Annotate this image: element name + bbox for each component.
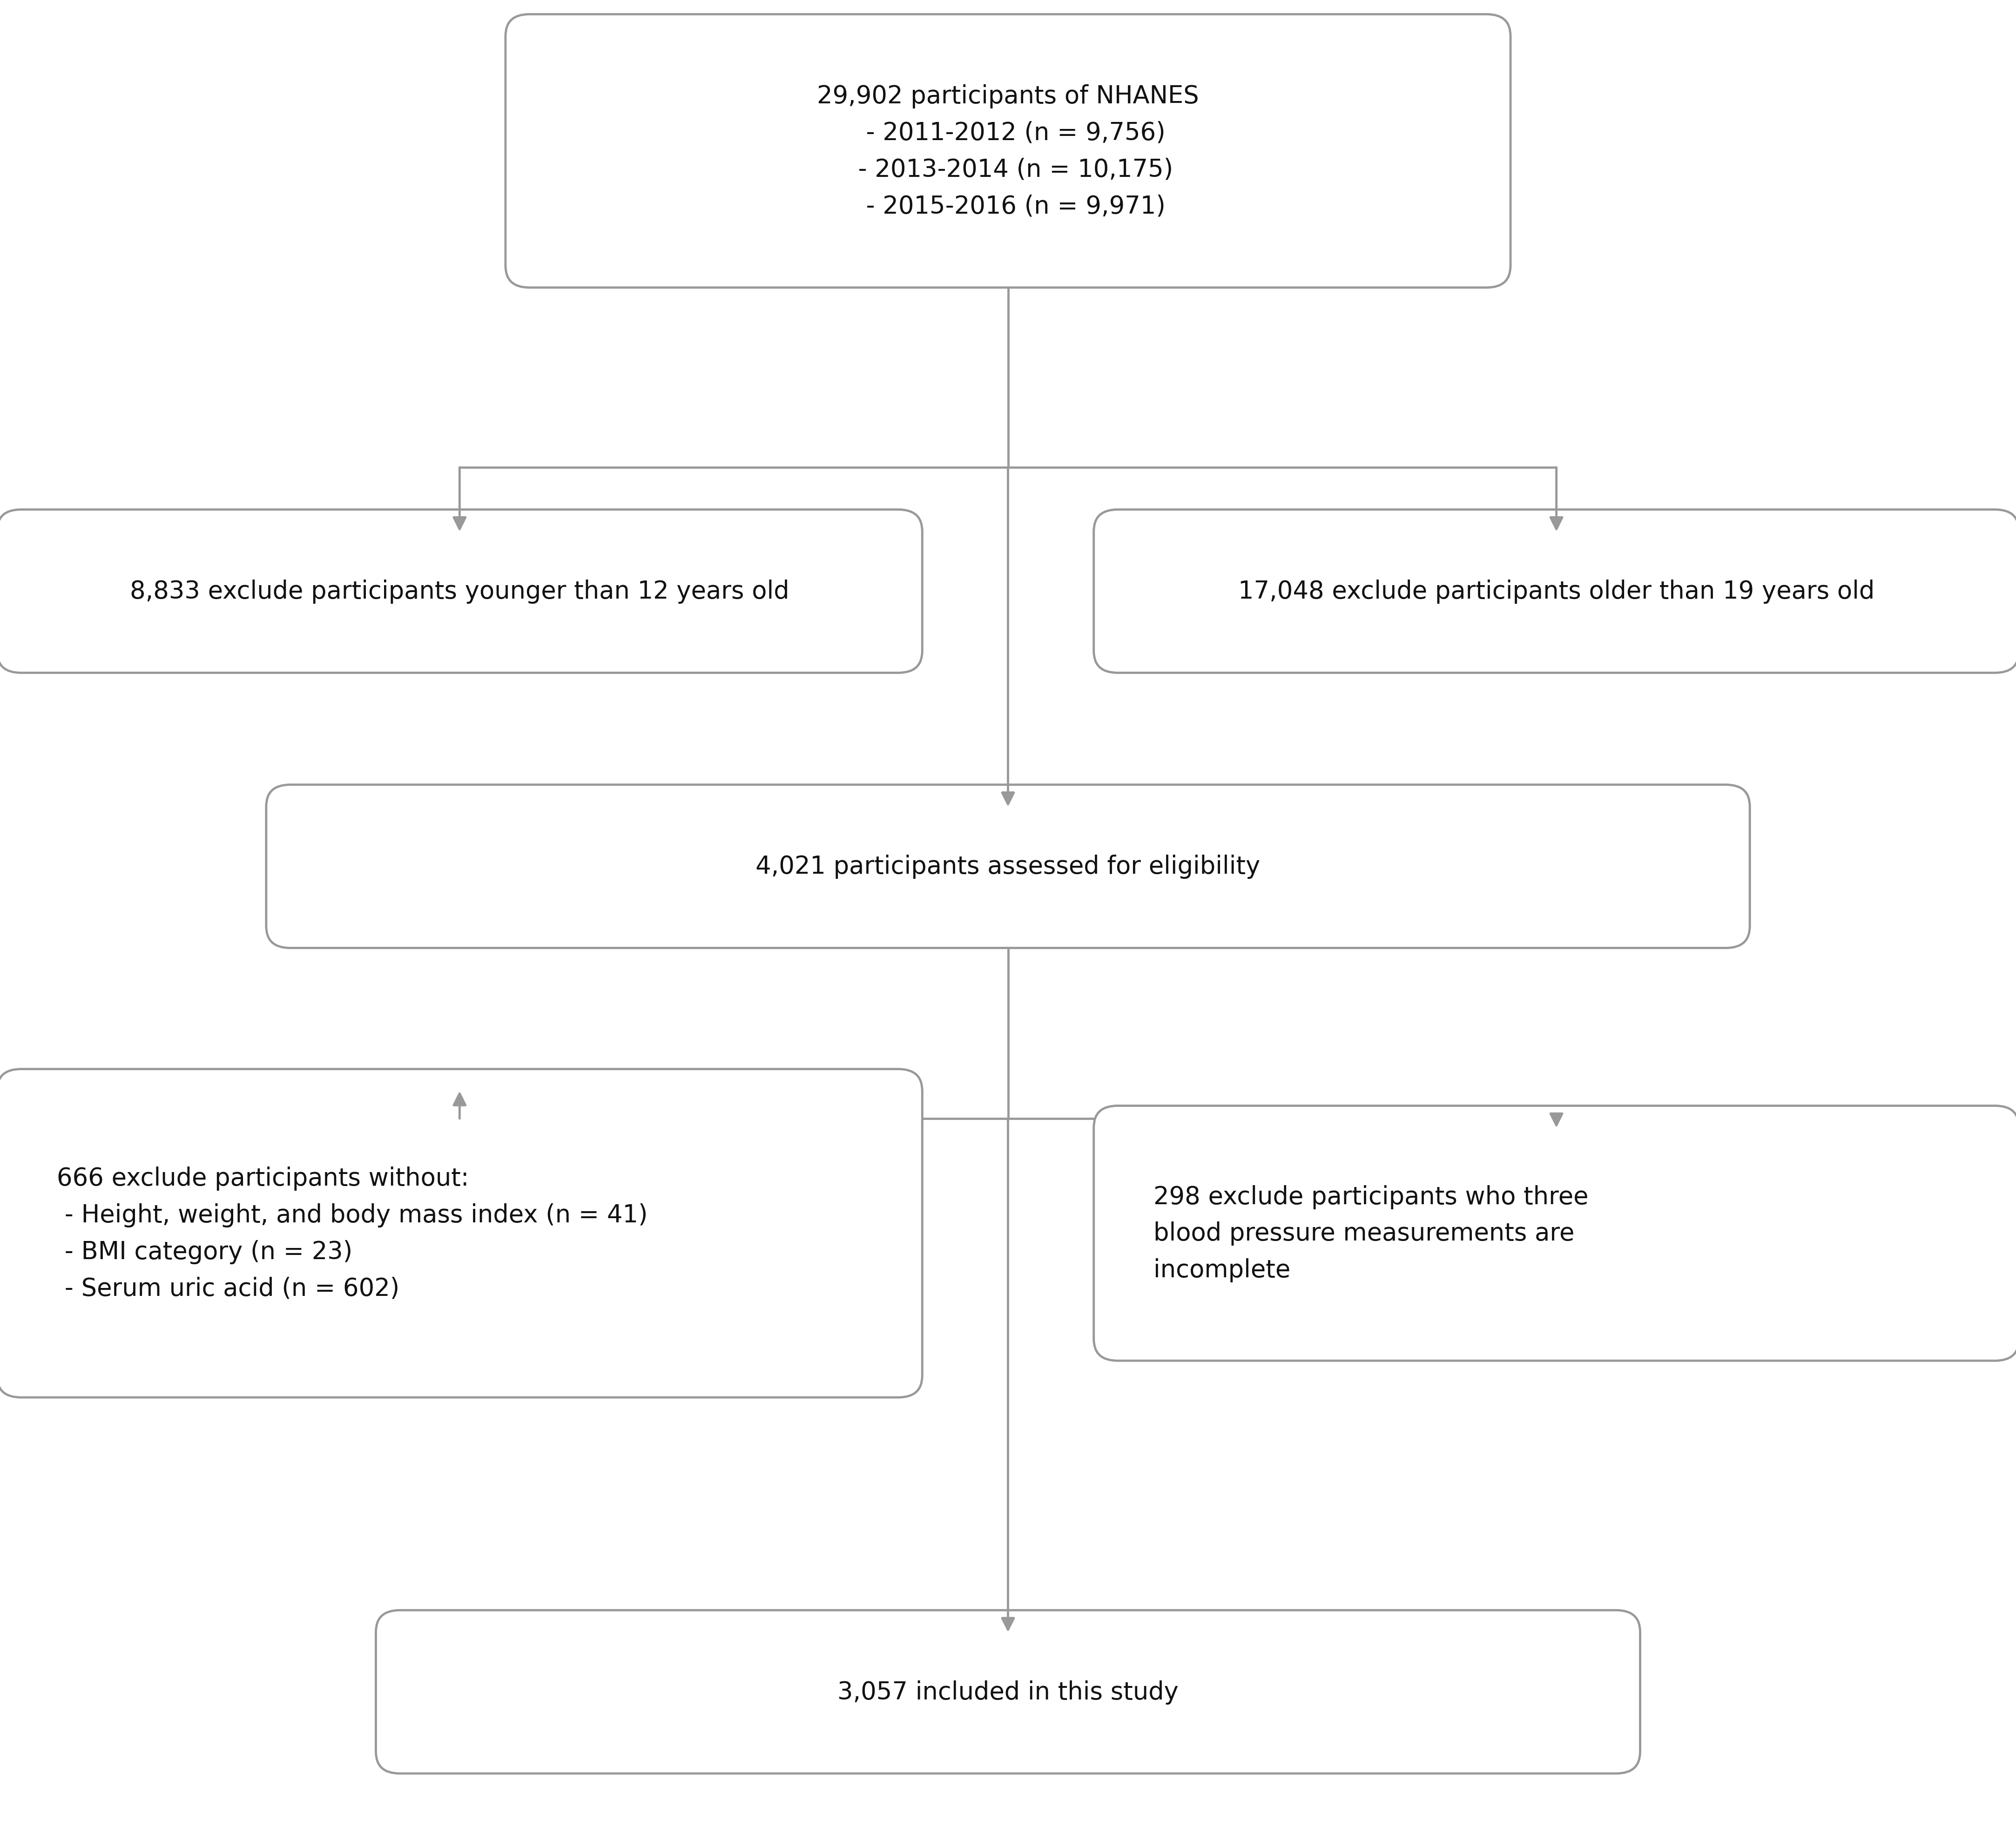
FancyBboxPatch shape bbox=[0, 510, 921, 673]
FancyBboxPatch shape bbox=[375, 1610, 1641, 1773]
FancyBboxPatch shape bbox=[1095, 1106, 2016, 1361]
Text: 298 exclude participants who three
blood pressure measurements are
incomplete: 298 exclude participants who three blood… bbox=[1153, 1185, 1589, 1282]
FancyBboxPatch shape bbox=[1095, 510, 2016, 673]
Text: 3,057 included in this study: 3,057 included in this study bbox=[837, 1680, 1179, 1704]
FancyBboxPatch shape bbox=[266, 785, 1750, 948]
Text: 666 exclude participants without:
 - Height, weight, and body mass index (n = 41: 666 exclude participants without: - Heig… bbox=[56, 1166, 647, 1300]
Text: 8,833 exclude participants younger than 12 years old: 8,833 exclude participants younger than … bbox=[129, 580, 790, 603]
FancyBboxPatch shape bbox=[0, 1069, 921, 1398]
Text: 17,048 exclude participants older than 19 years old: 17,048 exclude participants older than 1… bbox=[1238, 580, 1875, 603]
Text: 4,021 participants assessed for eligibility: 4,021 participants assessed for eligibil… bbox=[756, 855, 1260, 878]
FancyBboxPatch shape bbox=[506, 15, 1510, 288]
Text: 29,902 participants of NHANES
  - 2011-2012 (n = 9,756)
  - 2013-2014 (n = 10,17: 29,902 participants of NHANES - 2011-201… bbox=[816, 84, 1200, 218]
